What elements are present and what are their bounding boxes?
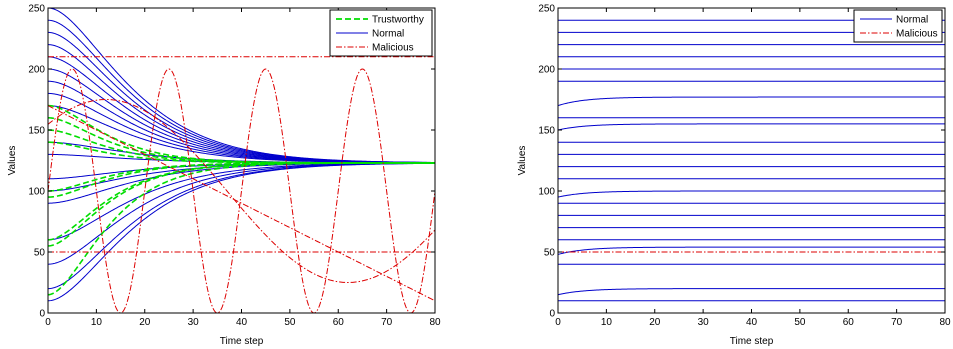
x-tick-label: 40 (236, 317, 248, 328)
chart-1: 0 10 20 30 40 50 60 70 80 0 50 100 150 200 250 Time ste… (7, 4, 441, 348)
x-tick-label: 60 (843, 317, 855, 328)
x-tick-label: 70 (891, 317, 903, 328)
legend-label-normal: Normal (896, 15, 928, 26)
series-group (48, 8, 435, 313)
x-tick-label: 20 (649, 317, 661, 328)
normal-converging-series-1 (558, 288, 945, 296)
malicious-series-4 (48, 98, 435, 284)
y-tick-label: 0 (39, 309, 45, 320)
y-tick-label: 50 (544, 248, 556, 259)
normal-converging-series-5 (558, 96, 945, 107)
x-axis-label: Time step (220, 336, 264, 347)
y-axis-label: Values (7, 146, 18, 176)
x-tick-label: 80 (939, 317, 951, 328)
trustworthy-series-3 (48, 162, 435, 241)
legend-label-malicious: Malicious (896, 29, 938, 40)
x-tick-label: 30 (188, 317, 200, 328)
x-tick-label: 70 (381, 317, 393, 328)
legend-label-trustworthy: Trustworthy (372, 15, 424, 26)
plot-area (48, 8, 435, 313)
legend: Trustworthy Normal Malicious (329, 9, 433, 57)
x-tick-label: 30 (698, 317, 710, 328)
y-tick-label: 0 (549, 309, 555, 320)
x-tick-label: 80 (429, 317, 441, 328)
trustworthy-series-9 (48, 104, 435, 164)
legend-label-malicious: Malicious (372, 43, 414, 54)
chart-2: 0 10 20 30 40 50 60 70 80 0 50 100 150 200 250 Time ste… (517, 4, 951, 348)
normal-converging-series-4 (558, 123, 945, 131)
y-tick-label: 250 (28, 4, 45, 15)
x-tick-label: 0 (555, 317, 561, 328)
y-tick-label: 100 (538, 187, 555, 198)
series-group (558, 19, 945, 302)
y-tick-label: 250 (538, 4, 555, 15)
malicious-series-5 (48, 105, 435, 302)
x-axis-label: Time step (730, 336, 774, 347)
malicious-series-3 (48, 68, 435, 313)
legend-label-normal: Normal (372, 29, 404, 40)
y-axis-label: Values (517, 146, 528, 176)
x-tick-label: 20 (139, 317, 151, 328)
y-tick-label: 50 (34, 248, 46, 259)
x-tick-label: 50 (794, 317, 806, 328)
legend-box (853, 9, 943, 43)
y-tick-label: 200 (538, 65, 555, 76)
x-tick-label: 60 (333, 317, 345, 328)
x-tick-label: 50 (284, 317, 296, 328)
normal-converging-series-3 (558, 190, 945, 198)
x-tick-label: 40 (746, 317, 758, 328)
y-tick-label: 150 (538, 126, 555, 137)
plot-area (558, 8, 945, 313)
x-tick-label: 10 (601, 317, 613, 328)
normal-converging-series-2 (558, 246, 945, 255)
y-tick-label: 200 (28, 65, 45, 76)
x-tick-label: 0 (45, 317, 51, 328)
y-tick-label: 150 (28, 126, 45, 137)
normal-series-18 (48, 8, 435, 163)
legend: Normal Malicious (853, 9, 943, 43)
x-tick-label: 10 (91, 317, 103, 328)
y-tick-label: 100 (28, 187, 45, 198)
